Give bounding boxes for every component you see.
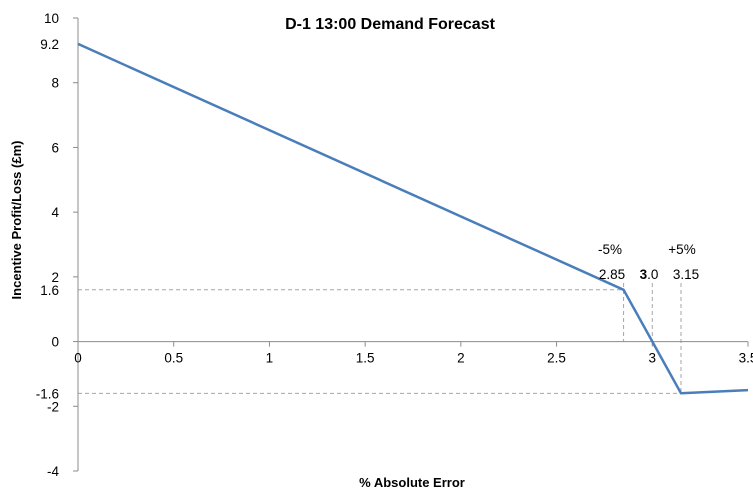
x-tick-label: 0: [74, 351, 82, 366]
y-tick-label: 4: [51, 205, 59, 220]
y-extra-label: 9.2: [40, 37, 59, 52]
series-line: [77, 42, 749, 395]
x-tick-label: 2.5: [547, 351, 566, 366]
annotation-x-3-15: 3.15: [673, 267, 699, 282]
y-extra-label: 1.6: [40, 283, 59, 298]
x-axis-title: % Absolute Error: [359, 475, 465, 490]
x-tick-label: 3.5: [739, 351, 753, 366]
x-tick-label: 1.5: [356, 351, 375, 366]
annotation-x-3-0-bold: 3: [640, 267, 648, 282]
y-tick-labels: -4 -2 0 2 4 6 8 10 9.2 1.6 -1.6: [36, 11, 60, 479]
reference-lines: [78, 283, 682, 394]
y-extra-label: -1.6: [36, 386, 59, 401]
minus-5-percent-label: -5%: [598, 242, 622, 257]
x-tick-label: 3: [649, 351, 657, 366]
y-tick-label: -2: [47, 399, 59, 414]
y-tick-label: 6: [51, 140, 59, 155]
chart-title: D-1 13:00 Demand Forecast: [285, 16, 496, 33]
x-tick-label: 0.5: [164, 351, 183, 366]
y-tick-label: -4: [47, 464, 59, 479]
y-tick-label: 8: [51, 76, 59, 91]
x-tick-label: 1: [266, 351, 274, 366]
x-tick-labels: 0 0.5 1 1.5 2 2.5 3 3.5: [74, 351, 753, 366]
annotation-x-2-85: 2.85: [599, 267, 625, 282]
series-group: [77, 42, 749, 395]
annotation-x-3-0-rest: .0: [647, 267, 658, 282]
y-tick-label: 0: [51, 335, 59, 350]
y-tick-label: 2: [51, 270, 59, 285]
y-tick-label: 10: [44, 11, 59, 26]
x-tick-label: 2: [457, 351, 465, 366]
axes: [73, 17, 749, 472]
plus-5-percent-label: +5%: [668, 242, 695, 257]
annotation-x-3-0: 3.0: [640, 267, 659, 282]
y-axis-title: Incentive Profit/Loss (£m): [9, 141, 24, 300]
